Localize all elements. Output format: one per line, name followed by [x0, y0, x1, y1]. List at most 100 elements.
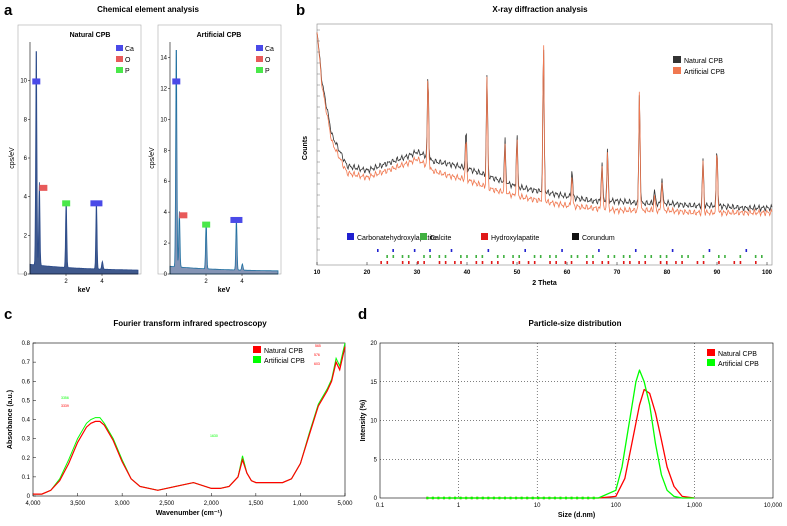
reference-mark — [708, 249, 711, 252]
reference-mark — [585, 255, 588, 258]
phase-swatch-corundum — [572, 233, 579, 240]
reference-mark — [555, 261, 557, 264]
reference-mark — [386, 255, 388, 258]
peak-annotation: 576 — [314, 353, 320, 357]
reference-mark — [408, 261, 410, 264]
y-tick-label: 4 — [24, 195, 28, 201]
reference-mark — [539, 255, 542, 258]
reference-mark — [650, 255, 653, 258]
y-tick-label: 14 — [160, 55, 167, 61]
peak-marker-p — [62, 200, 71, 207]
reference-mark — [570, 261, 573, 264]
reference-mark — [438, 255, 441, 258]
reference-mark — [460, 255, 462, 258]
legend-swatch-natural-cpb — [673, 56, 681, 63]
reference-mark — [576, 255, 579, 258]
reference-mark — [675, 261, 677, 264]
reference-mark — [429, 255, 431, 258]
reference-mark — [438, 261, 441, 264]
reference-mark — [761, 255, 763, 258]
reference-mark — [475, 255, 477, 258]
reference-mark — [733, 261, 736, 264]
y-tick-label: 12 — [160, 86, 167, 92]
peak-marker-ca — [230, 216, 243, 223]
eds-artificial-plot: 0 2 4 6 8 10 12 14 2 4 keV cps/eV Ca OP — [149, 42, 279, 294]
x-tick-label: 1 — [457, 503, 461, 509]
reference-mark — [549, 261, 551, 264]
x-tick-label: 100 — [611, 503, 622, 509]
psd-sample-marker — [581, 496, 584, 500]
psd-sample-marker — [476, 496, 479, 500]
eds-natural-plot: 0 2 4 6 8 10 2 4 keV cps/eV Ca OP — [9, 42, 139, 294]
y-tick-label: 0.3 — [22, 437, 31, 443]
legend-swatch-artificial-cpb — [707, 359, 715, 366]
x-tick-label: 90 — [714, 270, 721, 276]
y-tick-label: 0.6 — [22, 379, 31, 385]
psd-frame — [379, 342, 774, 499]
peak-marker-o — [179, 212, 188, 219]
reference-mark — [444, 255, 447, 258]
reference-mark — [413, 249, 416, 252]
legend-label-artificial-cpb: Artificial CPB — [684, 69, 725, 76]
peak-marker-ca — [172, 78, 181, 85]
y-tick-label: 8 — [24, 117, 28, 123]
reference-mark — [659, 261, 662, 264]
reference-mark — [475, 261, 478, 264]
x-tick-label: 1,000 — [687, 503, 703, 509]
psd-sample-marker — [487, 496, 490, 500]
xrd-plot: 10 20 30 40 50 60 70 80 90 100 2 Theta Counts Natura… — [302, 23, 773, 287]
reference-mark — [586, 261, 588, 264]
x-tick-label: 0.1 — [376, 503, 385, 509]
reference-mark — [512, 261, 514, 264]
legend-swatch-ca — [256, 45, 263, 51]
legend-swatch-natural-cpb — [707, 349, 715, 356]
y-axis-label: Intensity (%) — [360, 400, 367, 442]
reference-mark — [466, 255, 468, 258]
x-axis-label: Wavenumber (cm⁻¹) — [156, 510, 222, 517]
xrd-title: X-ray diffraction analysis — [492, 5, 588, 14]
panel-label-c: c — [4, 306, 12, 323]
x-tick-label: 10,000 — [764, 503, 783, 509]
eds-natural-subtitle: Natural CPB — [70, 32, 111, 39]
reference-mark — [613, 255, 616, 258]
reference-mark — [450, 249, 453, 252]
y-tick-label: 5 — [374, 457, 378, 463]
reference-mark — [481, 261, 484, 264]
y-tick-label: 0.4 — [22, 418, 31, 424]
psd-series-natural-cpb — [427, 388, 695, 499]
peak-marker-ca — [90, 200, 103, 207]
y-tick-label: 0.7 — [22, 360, 31, 366]
psd-sample-marker — [459, 496, 462, 500]
reference-mark — [518, 261, 521, 264]
psd-sample-marker — [492, 496, 495, 500]
reference-mark — [745, 249, 748, 252]
reference-mark — [524, 249, 526, 252]
reference-mark — [392, 255, 395, 258]
x-tick-label: 3,500 — [70, 501, 86, 507]
psd-sample-marker — [426, 496, 429, 500]
y-tick-label: 8 — [164, 148, 168, 154]
y-tick-label: 2 — [24, 233, 28, 239]
x-tick-label: 4 — [240, 279, 244, 285]
psd-sample-marker — [553, 496, 556, 500]
psd-sample-marker — [454, 496, 457, 500]
panel-label-b: b — [296, 2, 305, 19]
reference-mark — [629, 261, 631, 264]
y-tick-label: 0 — [374, 496, 378, 502]
reference-mark — [561, 249, 563, 252]
legend-label-o: O — [265, 57, 271, 64]
y-tick-label: 10 — [160, 117, 167, 123]
phase-label-corundum: Corundum — [582, 235, 615, 242]
x-tick-label: 80 — [664, 270, 671, 276]
psd-sample-marker — [531, 496, 534, 500]
legend-swatch-artificial-cpb — [673, 67, 681, 74]
y-axis-label: Counts — [302, 136, 309, 160]
phase-swatch-hydroxylapatite — [481, 233, 488, 240]
legend-label-natural-cpb: Natural CPB — [264, 348, 303, 355]
reference-mark — [407, 255, 410, 258]
eds-spectrum-area — [169, 50, 279, 275]
x-axis-label: Size (d.nm) — [558, 512, 595, 519]
reference-mark — [564, 261, 567, 264]
reference-mark — [754, 255, 757, 258]
legend-label-o: O — [125, 57, 131, 64]
